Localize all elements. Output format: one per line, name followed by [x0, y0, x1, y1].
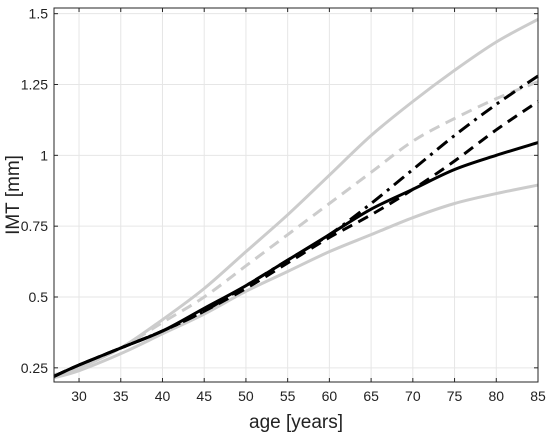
series-line-5 [53, 100, 539, 378]
x-tick-label: 85 [530, 388, 546, 404]
x-tick-label: 75 [447, 388, 463, 404]
x-axis-title: age [years] [249, 412, 343, 433]
y-tick-label: 1.25 [21, 77, 48, 93]
x-tick-label: 60 [322, 388, 338, 404]
x-tick-label: 40 [155, 388, 171, 404]
axis-ticks [54, 8, 539, 382]
x-tick-label: 45 [196, 388, 212, 404]
x-tick-label: 80 [488, 388, 504, 404]
x-tick-label: 65 [363, 388, 379, 404]
x-tick-labels: 30 35 40 45 50 55 60 65 70 75 80 85 [71, 388, 546, 404]
series-line-6 [53, 74, 539, 378]
series-line-3 [53, 183, 539, 380]
y-tick-label: 1.5 [29, 6, 49, 22]
x-tick-label: 35 [113, 388, 129, 404]
y-tick-label: 1 [40, 147, 48, 163]
x-tick-label: 30 [71, 388, 87, 404]
y-tick-label: 0.25 [21, 360, 48, 376]
plot-frame [53, 7, 539, 383]
y-tick-label: 0.5 [29, 289, 49, 305]
series-lines [53, 18, 539, 380]
y-tick-label: 0.75 [21, 218, 48, 234]
y-axis-title: IMT [mm] [3, 155, 24, 235]
x-tick-label: 50 [238, 388, 254, 404]
y-tick-labels: 0.25 0.5 0.75 1 1.25 1.5 [21, 6, 48, 376]
x-tick-label: 70 [405, 388, 421, 404]
x-tick-label: 55 [280, 388, 296, 404]
